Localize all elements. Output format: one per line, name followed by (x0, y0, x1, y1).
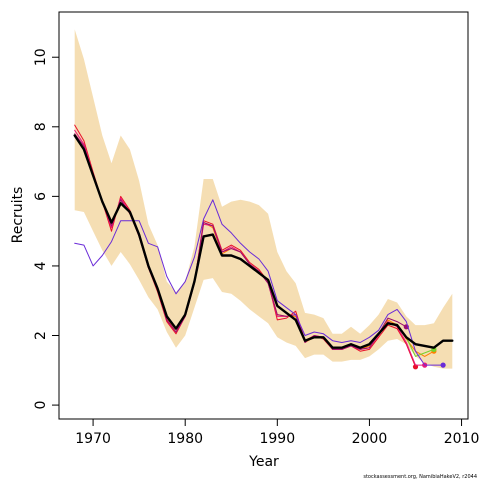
y-axis: 0 2 4 6 8 10 (33, 48, 59, 410)
retro-end-point-6 (440, 362, 446, 368)
x-tick-label-1990: 1990 (259, 431, 295, 447)
x-tick-label-1970: 1970 (75, 431, 111, 447)
x-axis: 1970 1980 1990 2000 2010 (75, 419, 479, 447)
retro-line-6 (74, 199, 444, 366)
plot-frame (58, 11, 469, 420)
y-axis-title: Recruits (10, 187, 26, 244)
series-layer (73, 124, 454, 370)
confidence-band-layer (74, 29, 453, 369)
confidence-band (74, 29, 453, 369)
y-tick-label-6: 6 (33, 192, 49, 201)
y-tick-label-2: 2 (33, 331, 49, 340)
y-tick-label-8: 8 (33, 122, 49, 131)
footnote: stockassessment.org, NamibiaHakeV2, r204… (363, 474, 477, 480)
y-tick-label-4: 4 (33, 261, 49, 270)
estimate-line (73, 134, 454, 349)
x-tick-label-2000: 2000 (352, 431, 388, 447)
x-axis-title: Year (248, 454, 279, 470)
y-tick-label-0: 0 (33, 401, 49, 410)
x-tick-label-2010: 2010 (444, 431, 480, 447)
y-tick-label-10: 10 (33, 48, 49, 66)
x-tick-label-1980: 1980 (167, 431, 203, 447)
